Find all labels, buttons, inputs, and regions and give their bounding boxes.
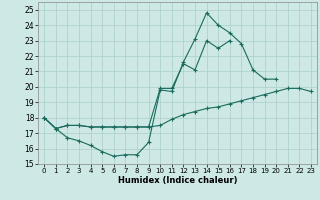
X-axis label: Humidex (Indice chaleur): Humidex (Indice chaleur) <box>118 176 237 185</box>
